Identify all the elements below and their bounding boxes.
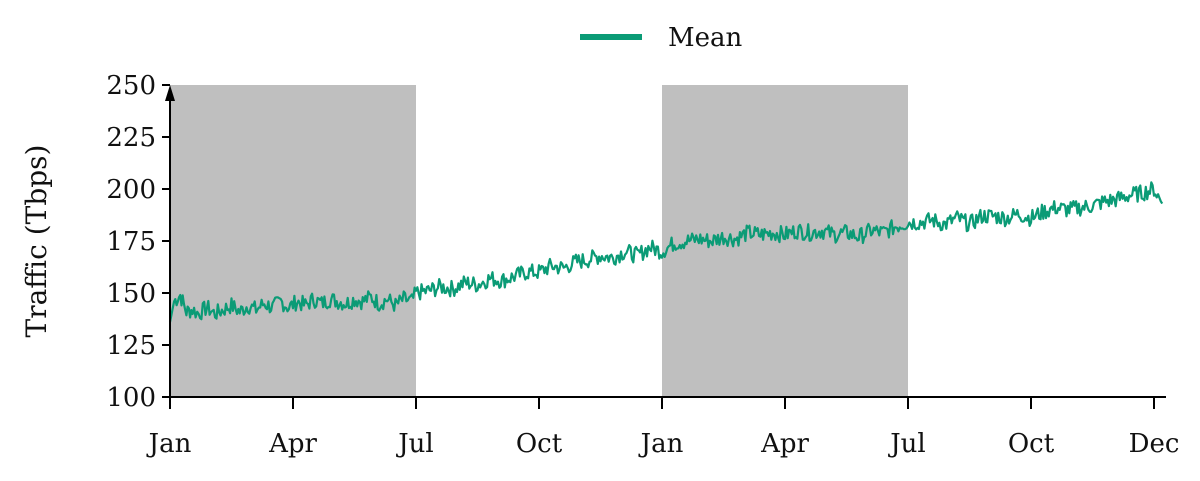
y-tick-label-200: 200 <box>106 175 156 205</box>
shaded-periods <box>170 85 908 397</box>
legend: Mean <box>580 23 743 53</box>
y-tick-label-125: 125 <box>106 331 156 361</box>
x-ticks: Jan Apr Jul Oct Jan Apr Jul Oct Dec <box>146 397 1180 459</box>
y-tick-label-150: 150 <box>106 279 156 309</box>
x-tick-label-1: Apr <box>268 429 317 459</box>
y-axis-arrow <box>165 85 175 101</box>
y-tick-label-100: 100 <box>106 383 156 413</box>
y-ticks: 100 125 150 175 200 225 250 <box>106 71 170 413</box>
x-tick-label-5: Apr <box>760 429 809 459</box>
legend-label-mean: Mean <box>668 23 743 53</box>
series-line-mean <box>168 181 1164 323</box>
series-layer <box>168 181 1164 323</box>
x-tick-label-8: Dec <box>1129 429 1180 459</box>
y-tick-label-225: 225 <box>106 123 156 153</box>
x-tick-label-4: Jan <box>638 429 684 459</box>
y-axis-title: Traffic (Tbps) <box>20 145 53 338</box>
x-tick-label-3: Oct <box>516 429 563 459</box>
x-tick-label-7: Oct <box>1008 429 1055 459</box>
x-tick-label-0: Jan <box>146 429 192 459</box>
shaded-period-1 <box>170 85 416 397</box>
x-tick-label-6: Jul <box>887 429 925 459</box>
y-tick-label-250: 250 <box>106 71 156 101</box>
x-tick-label-2: Jul <box>395 429 433 459</box>
y-tick-label-175: 175 <box>106 227 156 257</box>
